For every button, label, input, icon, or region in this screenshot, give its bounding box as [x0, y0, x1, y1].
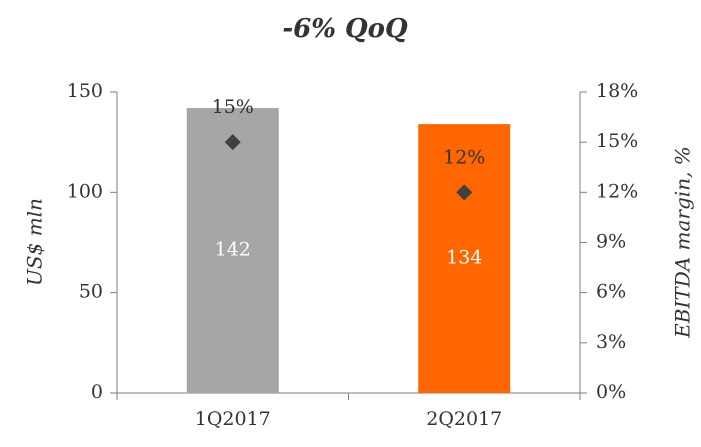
x-tick-label: 2Q2017 [426, 408, 502, 430]
y2-tick-label: 18% [596, 80, 638, 102]
y2-tick-label: 12% [596, 180, 638, 202]
y-tick-label: 50 [79, 281, 103, 303]
y2-tick-label: 9% [596, 231, 626, 253]
chart-title: -6% QoQ [282, 14, 408, 44]
y-axis-title: US$ mln [23, 198, 47, 286]
y-tick-label: 0 [91, 381, 103, 403]
y2-tick-label: 0% [596, 381, 626, 403]
bar-label: 134 [446, 247, 482, 269]
y2-tick-label: 15% [596, 130, 638, 152]
marker [224, 134, 241, 151]
y2-axis-title: EBITDA margin, % [671, 146, 695, 339]
bar-label: 142 [215, 239, 251, 261]
x-tick-label: 1Q2017 [195, 408, 271, 430]
bar [418, 124, 511, 394]
y-tick-label: 150 [67, 80, 103, 102]
data-label: 12% [443, 146, 485, 168]
y2-tick-label: 6% [596, 281, 626, 303]
marker [456, 184, 473, 201]
data-label: 15% [212, 96, 254, 118]
bar [186, 108, 279, 393]
y2-tick-label: 3% [596, 331, 626, 353]
y-tick-label: 100 [67, 180, 103, 202]
